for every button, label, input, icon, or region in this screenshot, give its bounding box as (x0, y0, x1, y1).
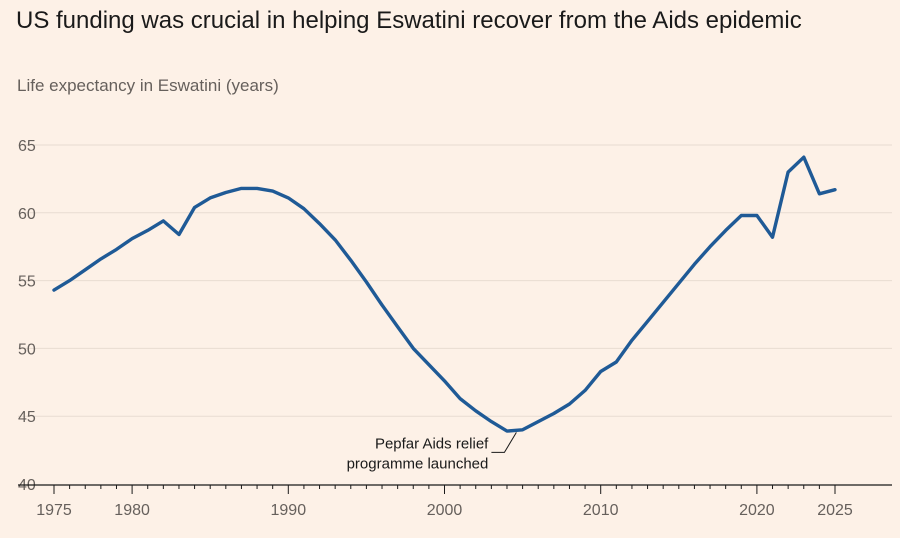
y-tick-label: 60 (18, 206, 36, 223)
x-tick-label: 1980 (114, 502, 150, 519)
annotation-text: programme launched (347, 455, 489, 472)
series-line-life-expectancy (52, 155, 837, 433)
y-tick-label: 65 (18, 138, 36, 155)
y-tick-label: 50 (18, 341, 36, 358)
series-layer (52, 155, 837, 433)
annotation-text: Pepfar Aids relief (375, 435, 489, 452)
x-tick-label: 2020 (739, 502, 775, 519)
annotation-leader-line (491, 432, 517, 453)
x-axis: 1975 1980 1990 2000 2010 2020 2025 (18, 484, 892, 519)
annotation-layer: Pepfar Aids relief programme launched (347, 432, 517, 472)
chart-title: US funding was crucial in helping Eswati… (16, 7, 802, 34)
grid-lines (18, 144, 892, 417)
x-tick-label: 2025 (817, 502, 853, 519)
chart-subtitle: Life expectancy in Eswatini (years) (17, 76, 279, 95)
x-tick-label: 2010 (583, 502, 619, 519)
y-tick-label: 45 (18, 409, 36, 426)
y-tick-label: 55 (18, 274, 36, 291)
x-tick-label: 1975 (36, 502, 72, 519)
x-tick-label: 2000 (427, 502, 463, 519)
x-tick-label: 1990 (271, 502, 307, 519)
